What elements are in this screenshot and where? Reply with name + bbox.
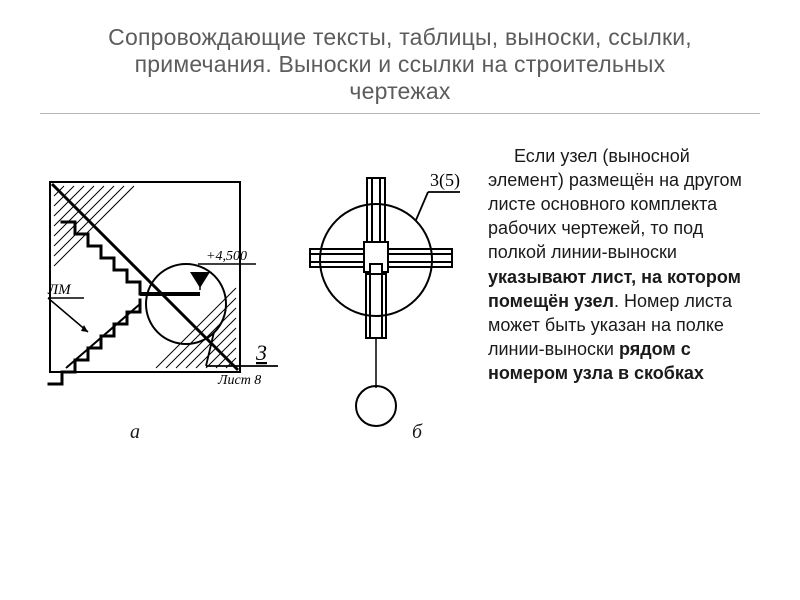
slide-title-block: Сопровождающие тексты, таблицы, выноски,…	[40, 24, 760, 105]
sublabel-b: б	[412, 421, 422, 444]
svg-text:Лист 8: Лист 8	[217, 373, 261, 388]
drawings-svg: +4,500 ЛМ 3 Лист 8 3(5)	[40, 142, 460, 442]
sublabel-a: а	[130, 421, 140, 444]
body-paragraph: Если узел (выносной элемент) размещён на…	[488, 144, 760, 385]
sublabel-row: а б	[40, 421, 460, 444]
svg-text:3: 3	[255, 340, 267, 365]
title-rule	[40, 113, 760, 114]
title-line3: чертежах	[349, 78, 450, 104]
figure-wrap: +4,500 ЛМ 3 Лист 8 3(5) а б	[40, 142, 460, 442]
figure-column: +4,500 ЛМ 3 Лист 8 3(5) а б	[40, 142, 460, 442]
svg-text:ЛМ: ЛМ	[47, 282, 72, 298]
text-column: Если узел (выносной элемент) размещён на…	[488, 142, 760, 385]
slide-title: Сопровождающие тексты, таблицы, выноски,…	[40, 24, 760, 105]
slide-page: { "title": { "line1": "Сопровождающие те…	[0, 0, 800, 600]
title-line1: Сопровождающие тексты, таблицы, выноски,…	[108, 24, 692, 50]
content-row: +4,500 ЛМ 3 Лист 8 3(5) а б Если узел (вынос…	[40, 142, 760, 442]
svg-text:+4,500: +4,500	[206, 249, 247, 264]
svg-text:3(5): 3(5)	[430, 170, 460, 191]
title-line2: примечания. Выноски и ссылки на строител…	[135, 51, 666, 77]
